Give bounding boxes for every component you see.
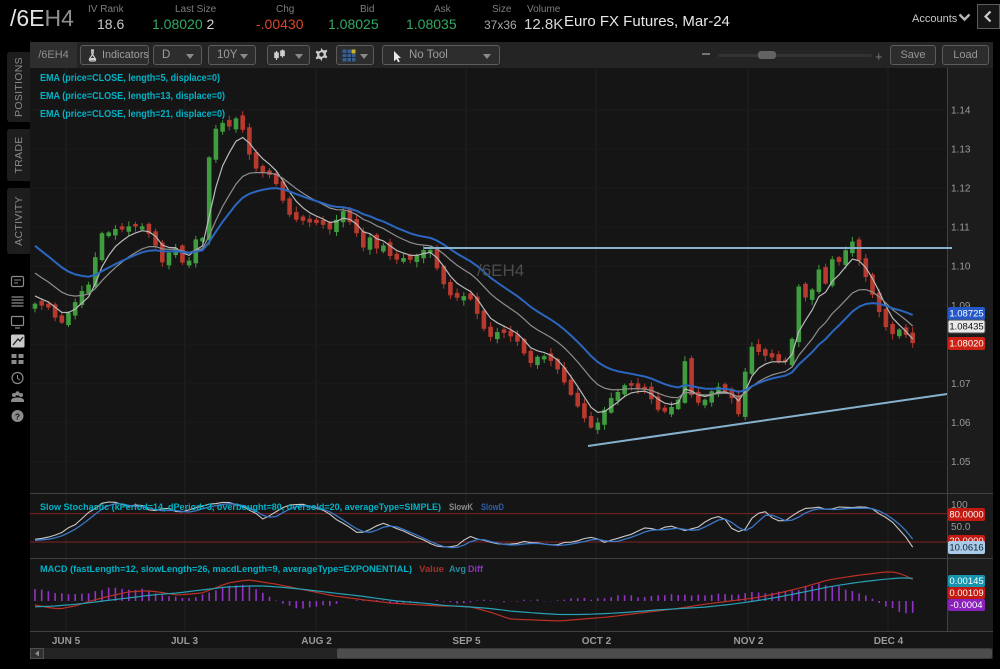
svg-text:Diff: Diff <box>468 564 484 575</box>
svg-text:/6EH4: /6EH4 <box>477 261 524 280</box>
svg-text:DEC 4: DEC 4 <box>874 636 904 647</box>
svg-text:JUL 3: JUL 3 <box>171 636 198 647</box>
svg-text:1.08435: 1.08435 <box>949 322 983 333</box>
svg-text:0.00145: 0.00145 <box>949 576 983 587</box>
svg-text:1.11: 1.11 <box>951 223 970 234</box>
svg-text:-0.0004: -0.0004 <box>950 600 982 611</box>
svg-text:Avg: Avg <box>449 564 466 575</box>
svg-text:EMA (price=CLOSE, length=5, di: EMA (price=CLOSE, length=5, displace=0) <box>40 73 220 84</box>
svg-text:AUG 2: AUG 2 <box>301 636 332 647</box>
svg-text:SlowK: SlowK <box>449 502 473 513</box>
svg-text:SlowD: SlowD <box>481 502 504 513</box>
svg-text:1.13: 1.13 <box>951 145 971 156</box>
svg-text:1.05: 1.05 <box>951 457 971 468</box>
svg-text:0.00109: 0.00109 <box>949 588 983 599</box>
svg-text:1.07: 1.07 <box>951 379 971 390</box>
svg-text:1.09: 1.09 <box>951 301 971 312</box>
svg-text:50.0: 50.0 <box>951 522 971 533</box>
svg-text:1.12: 1.12 <box>951 184 971 195</box>
svg-text:80.0000: 80.0000 <box>949 510 983 521</box>
svg-text:JUN 5: JUN 5 <box>52 636 81 647</box>
svg-text:1.14: 1.14 <box>951 106 971 117</box>
svg-text:1.10: 1.10 <box>951 262 971 273</box>
svg-text:1.08725: 1.08725 <box>949 309 983 320</box>
svg-text:EMA (price=CLOSE, length=21, d: EMA (price=CLOSE, length=21, displace=0) <box>40 109 225 120</box>
svg-text:NOV 2: NOV 2 <box>733 636 763 647</box>
svg-text:Value: Value <box>419 564 444 575</box>
svg-text:100: 100 <box>951 500 968 511</box>
svg-text:MACD (fastLength=12, slowLengt: MACD (fastLength=12, slowLength=26, macd… <box>40 564 412 575</box>
svg-text:EMA (price=CLOSE, length=13, d: EMA (price=CLOSE, length=13, displace=0) <box>40 91 225 102</box>
svg-text:1.06: 1.06 <box>951 418 971 429</box>
svg-text:OCT 2: OCT 2 <box>582 636 612 647</box>
svg-text:Slow Stochastic (kPeriod=14, d: Slow Stochastic (kPeriod=14, dPeriod=3, … <box>40 502 441 513</box>
svg-text:SEP 5: SEP 5 <box>452 636 481 647</box>
svg-text:?: ? <box>15 412 20 422</box>
svg-text:1.08020: 1.08020 <box>949 339 983 350</box>
svg-text:10.0616: 10.0616 <box>949 543 983 554</box>
